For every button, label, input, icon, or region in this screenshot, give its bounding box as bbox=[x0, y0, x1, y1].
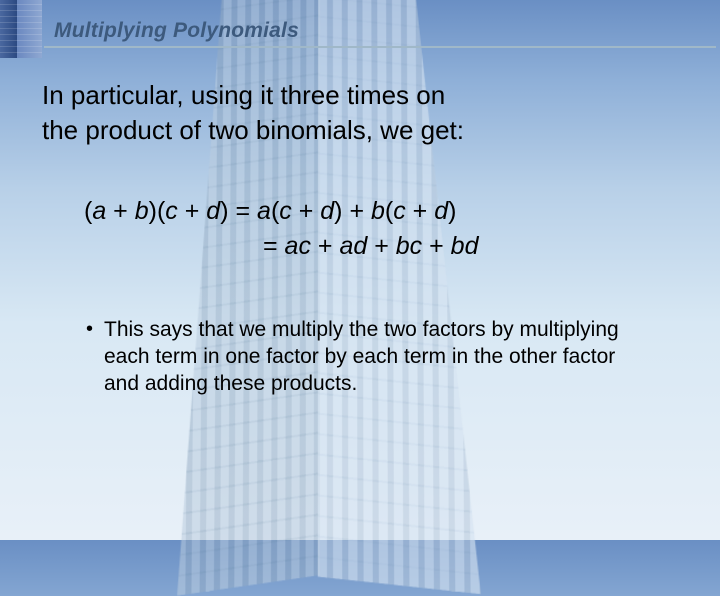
equation-line-2: = ac + ad + bc + bd bbox=[84, 229, 680, 264]
bullet-marker: • bbox=[86, 317, 104, 398]
corner-building-graphic bbox=[0, 0, 42, 58]
slide-title: Multiplying Polynomials bbox=[54, 19, 299, 43]
equation-block: (a + b)(c + d) = a(c + d) + b(c + d) = a… bbox=[84, 194, 680, 263]
bullet-text: This says that we multiply the two facto… bbox=[104, 317, 650, 398]
slide-content: In particular, using it three times on t… bbox=[42, 78, 680, 398]
intro-line-2: the product of two binomials, we get: bbox=[42, 113, 680, 148]
intro-line-1: In particular, using it three times on bbox=[42, 78, 680, 113]
title-underline bbox=[44, 46, 716, 48]
explanation-bullet: • This says that we multiply the two fac… bbox=[86, 317, 650, 398]
equation-line-1: (a + b)(c + d) = a(c + d) + b(c + d) bbox=[84, 194, 680, 229]
intro-text: In particular, using it three times on t… bbox=[42, 78, 680, 148]
